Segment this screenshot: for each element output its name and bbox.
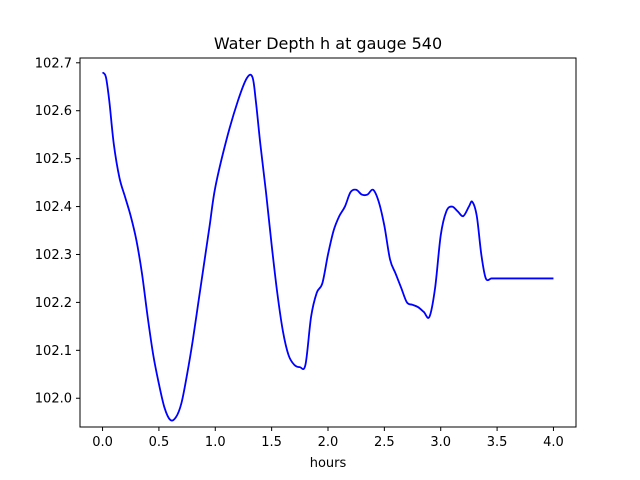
x-tick-label: 3.5	[487, 435, 508, 450]
y-tick-label: 102.1	[35, 344, 72, 359]
x-axis: 0.0 0.5 1.0 1.5 2.0 2.5 3.0 3.5 4.0	[92, 427, 564, 450]
chart-title: Water Depth h at gauge 540	[214, 34, 442, 53]
x-tick-label: 4.0	[543, 435, 564, 450]
x-tick-label: 0.0	[92, 435, 113, 450]
y-tick-label: 102.2	[35, 296, 72, 311]
y-tick-label: 102.0	[35, 392, 72, 407]
y-tick-label: 102.7	[35, 56, 72, 71]
x-tick-label: 0.5	[149, 435, 170, 450]
plot-frame	[79, 57, 577, 428]
series-line	[101, 71, 554, 422]
x-tick-label: 2.0	[318, 435, 339, 450]
y-tick-label: 102.5	[35, 152, 72, 167]
y-tick-label: 102.3	[35, 248, 72, 263]
plot-area: 0.0 0.5 1.0 1.5 2.0 2.5 3.0 3.5 4.0 102.0102.110…	[35, 56, 577, 450]
series-layer	[101, 71, 554, 422]
x-tick-label: 1.5	[261, 435, 282, 450]
y-tick-label: 102.6	[35, 104, 72, 119]
y-tick-label: 102.4	[35, 200, 72, 215]
x-axis-label: hours	[310, 456, 347, 471]
x-tick-label: 1.0	[205, 435, 226, 450]
x-tick-label: 3.0	[430, 435, 451, 450]
x-tick-label: 2.5	[374, 435, 395, 450]
y-axis: 102.0 102.1 102.2 102.3 102.4 102.5 102.6 102.7	[35, 56, 80, 407]
